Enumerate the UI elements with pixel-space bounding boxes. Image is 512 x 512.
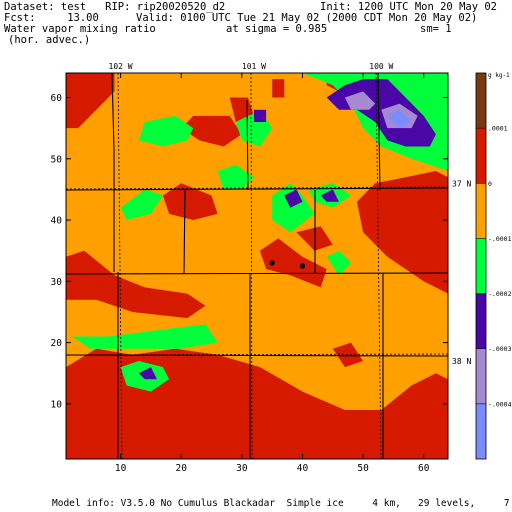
contour-region-negative-small (120, 189, 163, 220)
y-tick-label: 50 (51, 154, 63, 165)
colorbar-tick-label: -.0001 (488, 235, 512, 243)
x-tick-label: 60 (418, 463, 430, 474)
state-border-line (377, 73, 381, 191)
contour-region-negative-mid (138, 367, 157, 380)
contour-region-positive (181, 115, 242, 147)
contour-region-positive (357, 171, 448, 294)
model-info-label: Model info: V3.5.0 No Cumulus Blackadar … (52, 498, 512, 509)
contour-region-positive (229, 97, 254, 122)
contour-region-negative-small (72, 324, 218, 349)
latitude-labels: 37 N 38 N (452, 179, 471, 366)
sigma-level-label: at sigma = 0.985 (226, 23, 328, 35)
latitude-label: 38 N (452, 357, 471, 366)
y-tick-label: 60 (51, 93, 63, 104)
contour-region-positive (66, 250, 206, 319)
x-tick-label: 20 (175, 463, 187, 474)
field-name-label: Water vapor mixing ratio (4, 23, 156, 35)
contour-region-negative-mid (284, 189, 303, 208)
contour-region-positive (163, 183, 218, 220)
colorbar-swatch (476, 348, 486, 404)
x-axis: 10 20 30 40 50 60 (115, 73, 430, 474)
state-border-line (246, 99, 249, 191)
colorbar-swatch (476, 238, 486, 294)
longitude-label: 101 W (242, 62, 266, 71)
contour-region-negative-max (387, 109, 412, 129)
contour-region-negative-small (138, 115, 194, 147)
contour-region-negative-small (217, 164, 254, 190)
longitude-labels: 102 W 101 W 100 W (109, 62, 394, 71)
colorbar-swatch (476, 128, 486, 184)
colorbar-tick-label: -.0004 (488, 400, 512, 408)
colorbar-swatch (476, 403, 486, 459)
contour-fill-layer (66, 73, 448, 459)
longitude-label: 100 W (369, 62, 393, 71)
meridian-line (375, 73, 382, 459)
state-border-line (66, 272, 448, 275)
colorbar-tick-label: -.0003 (488, 345, 512, 353)
y-tick-label: 10 (51, 399, 63, 410)
station-dot-layer (269, 260, 306, 269)
dataset-label: Dataset: test RIP: rip20020520_d2 (4, 1, 226, 13)
colorbar-swatch (476, 73, 486, 129)
colorbar-swatch (476, 183, 486, 239)
contour-region-positive (332, 342, 364, 368)
forecast-hour-label: Fcst: 13.00 (4, 12, 99, 24)
x-tick-label: 30 (236, 463, 248, 474)
plot-frame (65, 72, 449, 460)
colorbar-tick-label: 0 (488, 180, 492, 188)
y-tick-label: 30 (51, 277, 63, 288)
station-dot (269, 260, 275, 266)
longitude-label: 102 W (109, 62, 133, 71)
x-tick-label: 50 (357, 463, 369, 474)
init-time-label: Init: 1200 UTC Mon 20 May 02 (320, 1, 498, 13)
contour-region-negative-mid (254, 109, 267, 122)
station-dot (299, 263, 306, 269)
y-tick-label: 20 (51, 338, 63, 349)
colorbar-tick-label: -.0002 (488, 290, 512, 298)
colorbar-swatch (476, 293, 486, 349)
contour-region-negative-mid (320, 189, 339, 202)
smoothing-label: sm= 1 (420, 23, 452, 35)
meridian-line (250, 73, 253, 459)
y-axis: 10 20 30 40 50 60 (51, 93, 448, 410)
contour-region-negative-small (326, 250, 351, 276)
contour-region-positive (272, 79, 285, 98)
colorbar-tick-label: .0001 (488, 125, 508, 133)
map-lines-layer (66, 73, 448, 459)
x-tick-label: 40 (297, 463, 309, 474)
advection-label: (hor. advec.) (8, 34, 91, 46)
state-border-line (66, 187, 448, 191)
colorbar: g kg-1 .0001 0 -.0001 -.0002 -.0003 -.0004 (475, 72, 512, 460)
contour-region-negative-large (344, 91, 376, 110)
valid-time-label: Valid: 0100 UTC Tue 21 May 02 (2000 CDT … (136, 12, 478, 24)
colorbar-unit-label: g kg-1 (488, 72, 510, 79)
state-border-line (66, 354, 448, 357)
x-tick-label: 10 (115, 463, 127, 474)
contour-region-negative-small (272, 183, 315, 233)
colorbar-frame (475, 72, 487, 460)
state-border-line (111, 73, 115, 272)
y-tick-label: 40 (51, 216, 63, 227)
latitude-label: 37 N (452, 179, 471, 188)
contour-region-positive (66, 73, 115, 129)
state-border-line (183, 189, 186, 274)
meridian-line (117, 73, 123, 459)
contour-region-positive (260, 238, 327, 288)
